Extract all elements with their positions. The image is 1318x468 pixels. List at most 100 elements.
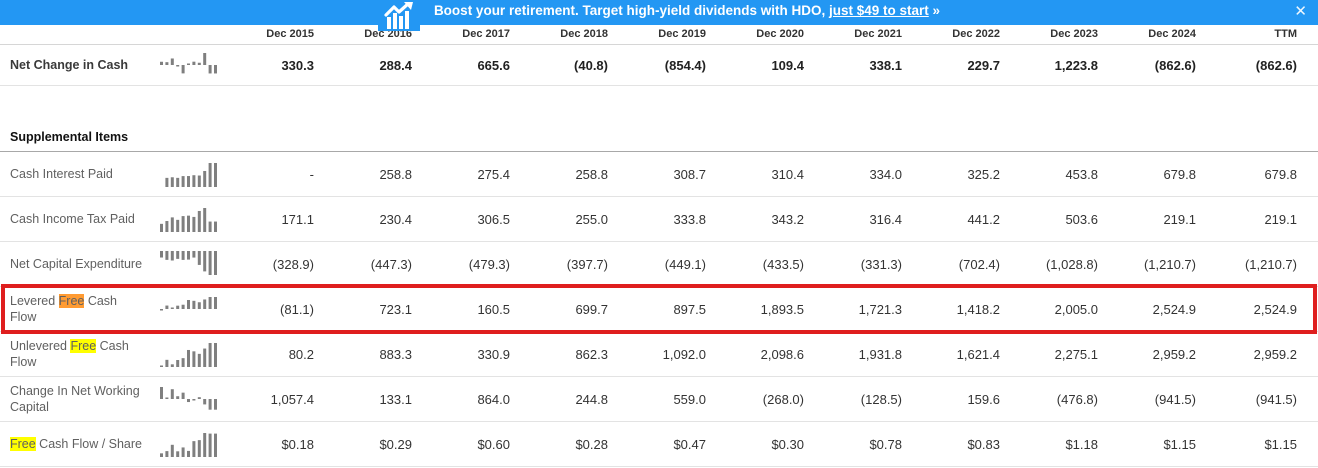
value-cell: (1,210.7)	[1143, 256, 1196, 272]
value-cell: 219.1	[1264, 211, 1297, 227]
value-cell: $0.18	[281, 436, 314, 452]
value-cell: -	[309, 166, 314, 182]
sparkline-icon	[150, 249, 240, 279]
value-cell: 159.6	[967, 391, 1000, 407]
value-cell: 559.0	[673, 391, 706, 407]
sparkline-icon	[150, 339, 240, 369]
value-cell: 2,275.1	[1054, 346, 1098, 362]
row-label-text: Unlevered	[10, 338, 71, 353]
column-header: Dec 2023	[1050, 28, 1098, 40]
section-header-label: Supplemental Items	[10, 129, 129, 144]
chart-trending-up-icon	[377, 0, 420, 31]
table-row-cash-interest-paid: Cash Interest Paid - 258.8 275.4 258.8 308.7 3…	[0, 152, 1318, 197]
value-cell: 1,931.8	[858, 346, 902, 362]
value-cell: (862.6)	[1154, 57, 1196, 73]
promo-arrow: »	[932, 3, 941, 18]
promo-banner[interactable]: Boost your retirement. Target high-yield…	[0, 0, 1318, 31]
value-cell: 897.5	[673, 301, 706, 317]
value-cell: 1,418.2	[956, 301, 1000, 317]
search-highlight: Free	[10, 436, 36, 451]
row-label: Unlevered Free Cash Flow	[0, 334, 150, 375]
row-label-text: Net Change in Cash	[10, 57, 129, 72]
table-row-net-capital-expenditure: Net Capital Expenditure (328.9) (447.3) (47…	[0, 242, 1318, 287]
row-label: Cash Income Tax Paid	[0, 207, 150, 231]
value-cell: (81.1)	[280, 301, 314, 317]
column-header: Dec 2021	[854, 28, 902, 40]
value-cell: 330.3	[281, 57, 314, 73]
value-cell: $0.28	[575, 436, 608, 452]
column-header: Dec 2022	[952, 28, 1000, 40]
column-header: Dec 2019	[658, 28, 706, 40]
value-cell: 258.8	[379, 166, 412, 182]
table-header-row: Dec 2015 Dec 2016 Dec 2017 Dec 2018 Dec 2019…	[0, 25, 1318, 45]
value-cell: 160.5	[477, 301, 510, 317]
value-cell: 258.8	[575, 166, 608, 182]
value-cell: 1,092.0	[662, 346, 706, 362]
search-highlight: Free	[58, 293, 85, 308]
value-cell: (40.8)	[574, 57, 608, 73]
promo-link[interactable]: just $49 to start	[829, 3, 929, 18]
value-cell: 171.1	[281, 211, 314, 227]
value-cell: 1,057.4	[270, 391, 314, 407]
value-cell: (479.3)	[468, 256, 510, 272]
value-cell: 2,524.9	[1253, 301, 1297, 317]
value-cell: $0.30	[771, 436, 804, 452]
row-label-text: Change In Net Working Capital	[10, 383, 140, 414]
value-cell: 334.0	[869, 166, 902, 182]
value-cell: $1.18	[1065, 436, 1098, 452]
sparkline-icon	[150, 159, 240, 189]
value-cell: 2,959.2	[1152, 346, 1196, 362]
value-cell: 338.1	[869, 57, 902, 73]
value-cell: 2,959.2	[1253, 346, 1297, 362]
financials-table: Dec 2015 Dec 2016 Dec 2017 Dec 2018 Dec 2019…	[0, 25, 1318, 467]
value-cell: (941.5)	[1154, 391, 1196, 407]
promo-text-main: Boost your retirement. Target high-yield…	[433, 3, 826, 18]
sparkline-icon	[150, 429, 240, 459]
row-label-text: Cash Income Tax Paid	[10, 211, 135, 226]
row-label: Net Capital Expenditure	[0, 252, 150, 276]
close-icon[interactable]: ✕	[1294, 3, 1307, 20]
promo-banner-content: Boost your retirement. Target high-yield…	[377, 0, 941, 31]
sparkline-icon	[150, 384, 240, 414]
value-cell: 441.2	[967, 211, 1000, 227]
row-label-text: Cash Interest Paid	[10, 166, 113, 181]
value-cell: 255.0	[575, 211, 608, 227]
value-cell: $0.29	[379, 436, 412, 452]
value-cell: 679.8	[1163, 166, 1196, 182]
sparkline-icon	[150, 294, 240, 324]
value-cell: 308.7	[673, 166, 706, 182]
value-cell: 2,098.6	[760, 346, 804, 362]
value-cell: 679.8	[1264, 166, 1297, 182]
search-highlight: Free	[70, 338, 97, 353]
row-label: Net Change in Cash	[0, 53, 150, 77]
value-cell: 306.5	[477, 211, 510, 227]
value-cell: 333.8	[673, 211, 706, 227]
row-label-text: Levered	[10, 293, 59, 308]
value-cell: 453.8	[1065, 166, 1098, 182]
value-cell: $0.83	[967, 436, 1000, 452]
section-header-supplemental-items: Supplemental Items	[0, 114, 1318, 152]
column-header: Dec 2016	[364, 28, 412, 40]
table-row-unlevered-free-cash-flow: Unlevered Free Cash Flow 80.2 883.3 330.9 86…	[0, 332, 1318, 377]
value-cell: 275.4	[477, 166, 510, 182]
value-cell: (854.4)	[664, 57, 706, 73]
value-cell: $1.15	[1264, 436, 1297, 452]
value-cell: 330.9	[477, 346, 510, 362]
sparkline-icon	[150, 50, 240, 80]
value-cell: (397.7)	[566, 256, 608, 272]
value-cell: 109.4	[771, 57, 804, 73]
row-label-text: Cash Flow / Share	[35, 436, 142, 451]
value-cell: 1,223.8	[1054, 57, 1098, 73]
row-label: Cash Interest Paid	[0, 162, 150, 186]
table-row-net-change-in-cash: Net Change in Cash 330.3 288.4 665.6 (40.8) (…	[0, 45, 1318, 86]
value-cell: 862.3	[575, 346, 608, 362]
value-cell: 723.1	[379, 301, 412, 317]
row-label: Change In Net Working Capital	[0, 379, 150, 420]
value-cell: 864.0	[477, 391, 510, 407]
value-cell: $0.78	[869, 436, 902, 452]
row-label: Levered Free Cash Flow	[0, 289, 150, 330]
column-header: TTM	[1274, 28, 1297, 40]
value-cell: (702.4)	[958, 256, 1000, 272]
row-label: Free Cash Flow / Share	[0, 432, 150, 456]
column-header: Dec 2018	[560, 28, 608, 40]
